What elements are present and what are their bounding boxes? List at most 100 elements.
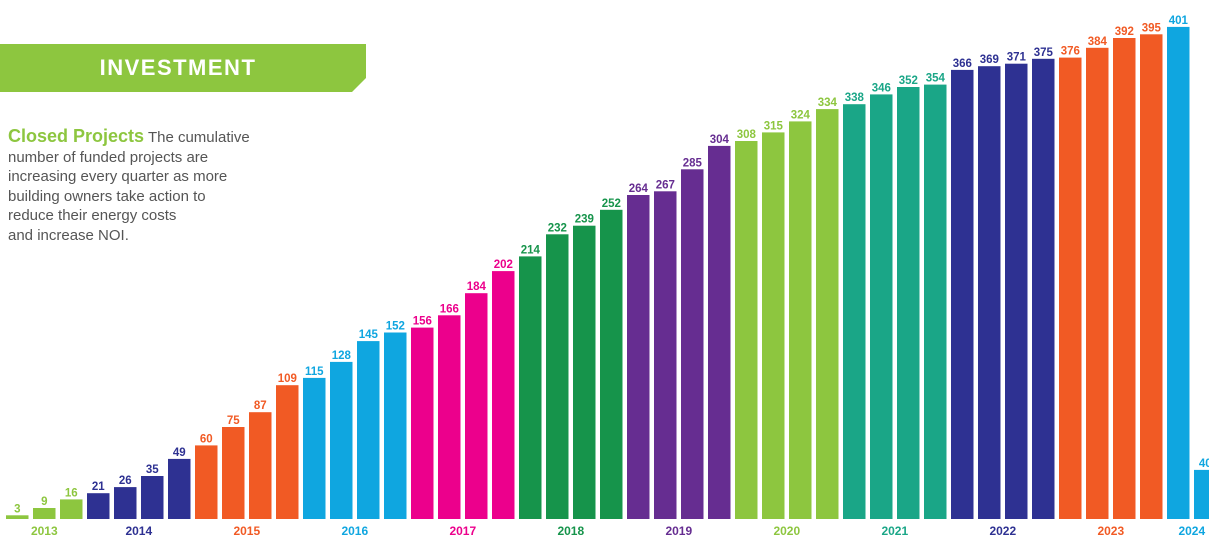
bar [654,191,677,520]
year-label: 2018 [557,524,584,538]
year-label: 2013 [31,524,58,538]
bar-value-label: 354 [926,73,946,85]
section-banner: INVESTMENT [0,44,366,92]
bar [411,327,434,519]
bar-value-label: 145 [359,329,379,341]
bar [87,493,110,519]
bar-value-label: 16 [65,487,78,499]
bar [114,487,137,519]
bar-value-label: 40 [1199,458,1209,470]
bar-value-label: 21 [92,481,105,493]
bar-value-label: 304 [710,134,730,146]
bar-value-label: 395 [1142,22,1162,34]
bar [195,445,218,519]
bar [978,66,1001,519]
bar-value-label: 156 [413,316,432,328]
bar-value-label: 376 [1061,46,1080,58]
bar [222,427,245,519]
bar-value-label: 401 [1169,15,1189,27]
bar-value-label: 334 [818,97,838,109]
bar-value-label: 285 [683,157,703,169]
bar-value-label: 392 [1115,26,1134,38]
bar [708,145,731,519]
bar [303,377,326,519]
bar [951,69,974,520]
year-label: 2015 [233,524,260,538]
bar-value-label: 267 [656,179,675,191]
bar [33,508,56,519]
bar-value-label: 338 [845,92,865,104]
bar [546,234,569,520]
bar [789,121,812,520]
bar-value-label: 166 [440,303,459,315]
year-label: 2023 [1097,524,1124,538]
bar-value-label: 252 [602,198,621,210]
bar [1140,34,1163,520]
description-line: reduce their energy costs [8,207,177,224]
bar-value-label: 214 [521,244,541,256]
bar [141,476,164,519]
year-label: 2019 [665,524,692,538]
bar-value-label: 369 [980,54,999,66]
bar [681,169,704,520]
bar-value-label: 264 [629,183,649,195]
bar-value-label: 324 [791,109,811,121]
bar [573,225,596,519]
year-label: 2022 [989,524,1016,538]
year-label: 2016 [341,524,368,538]
bar [1032,58,1055,520]
bar-value-label: 352 [899,75,918,87]
bar-value-label: 60 [200,433,213,445]
bar-value-label: 184 [467,281,487,293]
banner-shape [0,44,366,92]
bar-value-label: 232 [548,222,567,234]
bar-value-label: 109 [278,373,297,385]
bar [816,109,839,519]
bar-value-label: 26 [119,475,132,487]
bar [6,515,29,519]
bar [1059,57,1082,519]
year-label: 2021 [881,524,908,538]
bar [1005,63,1028,519]
bar [762,132,785,519]
bar-value-label: 75 [227,415,240,427]
bar-value-label: 3 [14,503,20,515]
bar [1086,47,1109,520]
bar [492,271,515,519]
description-line: increasing every quarter as more [8,168,228,185]
bar [276,385,299,519]
bar [465,293,488,519]
bar-value-label: 49 [173,447,186,459]
bar-value-label: 315 [764,120,784,132]
bar-value-label: 239 [575,214,594,226]
bar [384,332,407,519]
bar [1167,26,1190,520]
description-line: number of funded projects are [8,148,209,166]
bar [357,341,380,519]
bar-value-label: 308 [737,129,757,141]
bar-value-label: 9 [41,496,47,508]
bar-value-label: 384 [1088,36,1108,48]
description-line: building owners take action to [8,187,206,205]
banner-title: INVESTMENT [99,55,257,80]
bar-value-label: 35 [146,464,159,476]
bar [438,315,461,519]
bar [600,209,623,520]
bar [60,499,83,519]
bar [519,256,542,519]
bar-value-label: 152 [386,321,405,333]
bar [330,361,353,519]
description-line: and increase NOI. [8,226,129,244]
description: Closed Projects The cumulative number of… [8,126,328,245]
bar-value-label: 115 [305,366,324,378]
bar [897,87,920,519]
bar [1113,38,1136,519]
year-label: 2024 [1178,524,1205,538]
description-heading: Closed Projects [8,126,145,146]
year-label: 2020 [773,524,800,538]
bar [924,84,947,519]
bar-value-label: 128 [332,350,352,362]
bar [249,412,272,519]
description-line: The cumulative [147,129,250,146]
bar [1194,469,1209,519]
